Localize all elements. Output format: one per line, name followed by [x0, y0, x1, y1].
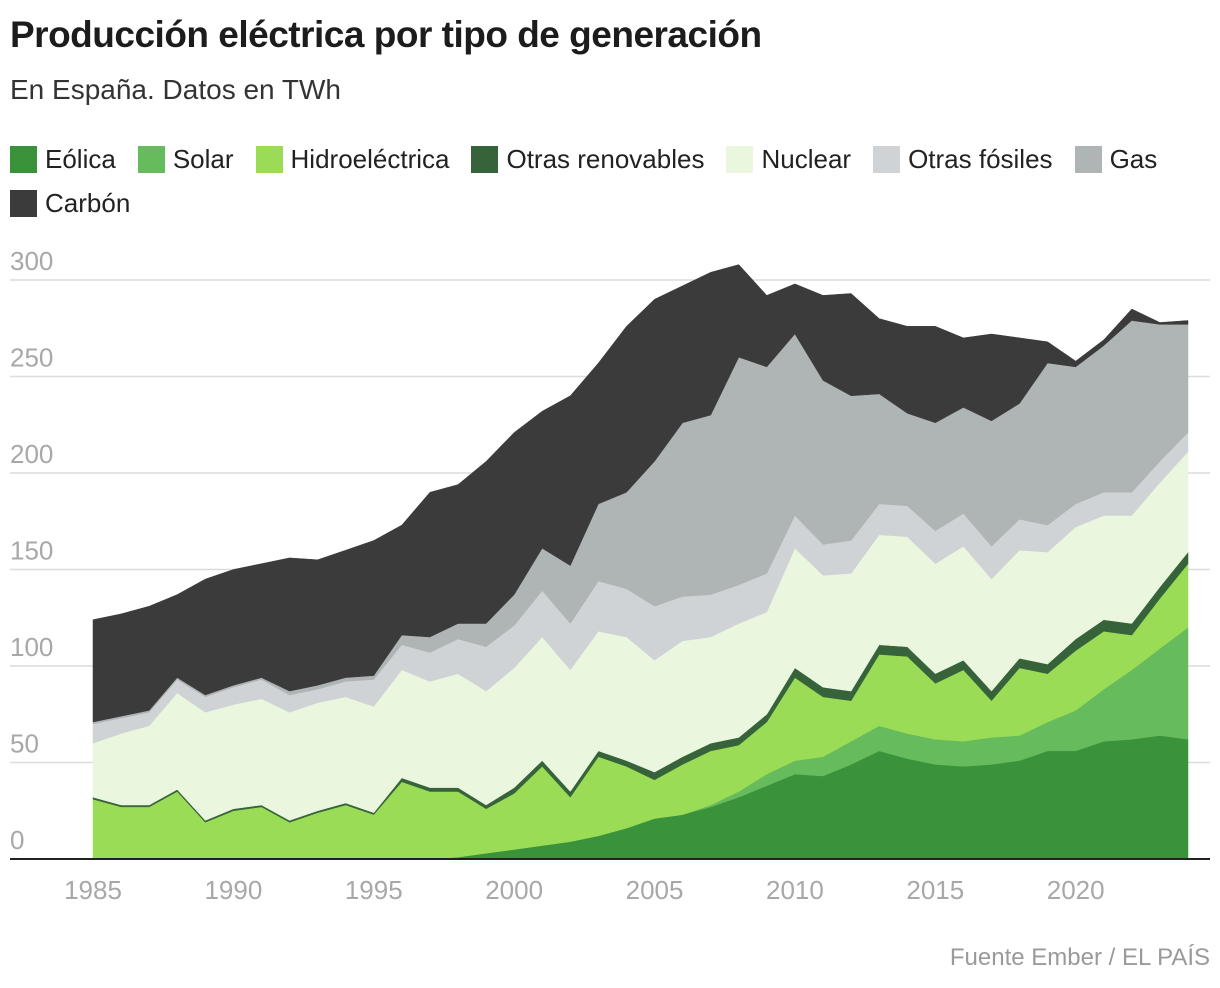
- legend-swatch: [471, 145, 499, 173]
- x-tick-label: 1985: [64, 875, 122, 905]
- area: [92, 264, 1189, 723]
- legend-item: Solar: [137, 142, 234, 176]
- chart-subtitle: En España. Datos en TWh: [10, 74, 341, 105]
- x-tick-label: 1990: [204, 875, 262, 905]
- legend-swatch: [10, 189, 37, 217]
- legend-swatch: [1074, 145, 1102, 173]
- x-tick-label: 2015: [906, 875, 964, 905]
- y-tick-label: 100: [10, 632, 53, 662]
- chart-title: Producción eléctrica por tipo de generac…: [10, 14, 762, 55]
- legend-swatch: [255, 145, 283, 173]
- legend-swatch: [137, 145, 165, 173]
- legend-swatch: [10, 145, 37, 173]
- y-tick-label: 250: [10, 343, 53, 373]
- x-tick-label: 2000: [485, 875, 543, 905]
- legend-item: Otras renovables: [471, 142, 704, 176]
- legend-label: Nuclear: [761, 143, 852, 174]
- legend-item: Carbón: [10, 186, 130, 220]
- source: Fuente Ember / EL PAÍS: [949, 944, 1210, 971]
- y-tick-label: 150: [10, 536, 53, 566]
- legend-swatch: [726, 145, 754, 173]
- x-tick-label: 2005: [626, 875, 684, 905]
- legend-label: Otras fósiles: [908, 143, 1053, 174]
- legend-item: Otras fósiles: [873, 142, 1053, 176]
- legend-label: Hidroeléctrica: [290, 143, 450, 174]
- x-tick-label: 2020: [1047, 875, 1105, 905]
- legend-item: Gas: [1074, 142, 1158, 176]
- y-tick-label: 200: [10, 439, 53, 469]
- y-tick-label: 0: [10, 825, 24, 855]
- legend-label: Carbón: [45, 187, 131, 218]
- legend-item: Hidroeléctrica: [255, 142, 450, 176]
- x-tick-label: 2010: [766, 875, 824, 905]
- y-tick-label: 300: [10, 246, 53, 276]
- legend-label: Otras renovables: [506, 143, 705, 174]
- legend-item: Nuclear: [726, 142, 851, 176]
- legend-label: Eólica: [45, 143, 116, 174]
- x-tick-label: 1995: [345, 875, 403, 905]
- legend-label: Solar: [172, 143, 234, 174]
- legend-label: Gas: [1109, 143, 1158, 174]
- legend-swatch: [873, 145, 901, 173]
- y-tick-label: 50: [10, 729, 39, 759]
- legend: Eólica Solar Hidroeléctrica Otras renovable…: [10, 142, 1190, 220]
- legend-item: Eólica: [10, 142, 116, 176]
